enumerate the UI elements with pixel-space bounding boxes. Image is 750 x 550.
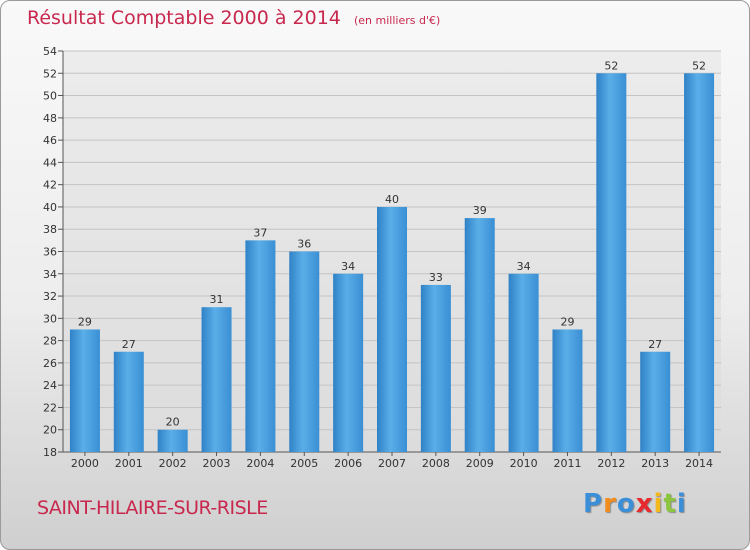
x-tick-label: 2002: [159, 457, 187, 470]
bar: [508, 273, 539, 452]
logo-letter: t: [663, 489, 677, 519]
bar-value-label: 34: [517, 260, 531, 273]
x-tick-label: 2003: [203, 457, 231, 470]
y-tick-label: 54: [43, 45, 57, 58]
x-tick-label: 2011: [553, 457, 581, 470]
bar-value-label: 27: [648, 338, 662, 351]
logo-letter: r: [603, 489, 617, 519]
proxiti-logo: Proxiti: [583, 489, 687, 519]
y-tick-label: 24: [43, 379, 57, 392]
logo-letter: o: [616, 489, 636, 519]
y-tick-label: 52: [43, 67, 57, 80]
bar: [157, 429, 188, 452]
bar-value-label: 33: [429, 271, 443, 284]
y-tick-label: 22: [43, 401, 57, 414]
chart-title: Résultat Comptable 2000 à 2014: [27, 7, 341, 29]
bar-value-label: 40: [385, 193, 399, 206]
x-tick-label: 2014: [685, 457, 713, 470]
x-tick-label: 2001: [115, 457, 143, 470]
title-block: Résultat Comptable 2000 à 2014 (en milli…: [27, 7, 440, 29]
bar: [420, 284, 451, 452]
x-tick-label: 2000: [71, 457, 99, 470]
bar: [69, 329, 100, 452]
bar-value-label: 39: [473, 204, 487, 217]
x-tick-label: 2006: [334, 457, 362, 470]
logo-letter: x: [635, 489, 654, 519]
bar-value-label: 27: [122, 338, 136, 351]
bar: [640, 351, 671, 452]
bar: [464, 218, 495, 452]
y-tick-label: 28: [43, 335, 57, 348]
bar-value-label: 20: [166, 416, 180, 429]
y-tick-label: 42: [43, 179, 57, 192]
bar-value-label: 37: [253, 226, 267, 239]
y-tick-label: 32: [43, 290, 57, 303]
logo-letter: i: [676, 489, 687, 519]
bar: [333, 273, 364, 452]
bar-value-label: 34: [341, 260, 355, 273]
bar: [684, 73, 715, 453]
y-tick-label: 38: [43, 223, 57, 236]
bar: [289, 251, 320, 452]
bar: [113, 351, 144, 452]
y-tick-label: 44: [43, 156, 57, 169]
x-tick-label: 2007: [378, 457, 406, 470]
x-tick-label: 2004: [246, 457, 274, 470]
logo-letter: i: [653, 489, 664, 519]
bar-value-label: 29: [560, 315, 574, 328]
x-tick-label: 2010: [510, 457, 538, 470]
chart-subtitle: (en milliers d'€): [353, 14, 441, 27]
bar-value-label: 36: [297, 238, 311, 251]
y-tick-label: 20: [43, 424, 57, 437]
y-tick-label: 30: [43, 312, 57, 325]
x-tick-label: 2013: [641, 457, 669, 470]
bar-value-label: 52: [604, 59, 618, 72]
x-tick-label: 2009: [466, 457, 494, 470]
logo-letter: P: [583, 489, 604, 519]
y-tick-label: 36: [43, 246, 57, 259]
y-tick-label: 26: [43, 357, 57, 370]
y-tick-label: 46: [43, 134, 57, 147]
bar-value-label: 29: [78, 315, 92, 328]
y-tick-label: 40: [43, 201, 57, 214]
x-tick-label: 2005: [290, 457, 318, 470]
bar-value-label: 31: [210, 293, 224, 306]
bar: [377, 206, 407, 452]
bar: [552, 329, 583, 452]
y-tick-label: 18: [43, 446, 57, 459]
commune-name: SAINT-HILAIRE-SUR-RISLE: [37, 497, 268, 519]
x-tick-label: 2008: [422, 457, 450, 470]
bar: [245, 240, 276, 452]
x-tick-label: 2012: [597, 457, 625, 470]
y-tick-label: 50: [43, 90, 57, 103]
y-tick-label: 48: [43, 112, 57, 125]
bar: [201, 307, 232, 452]
y-tick-label: 34: [43, 268, 57, 281]
bar: [596, 73, 627, 453]
bar-value-label: 52: [692, 59, 706, 72]
